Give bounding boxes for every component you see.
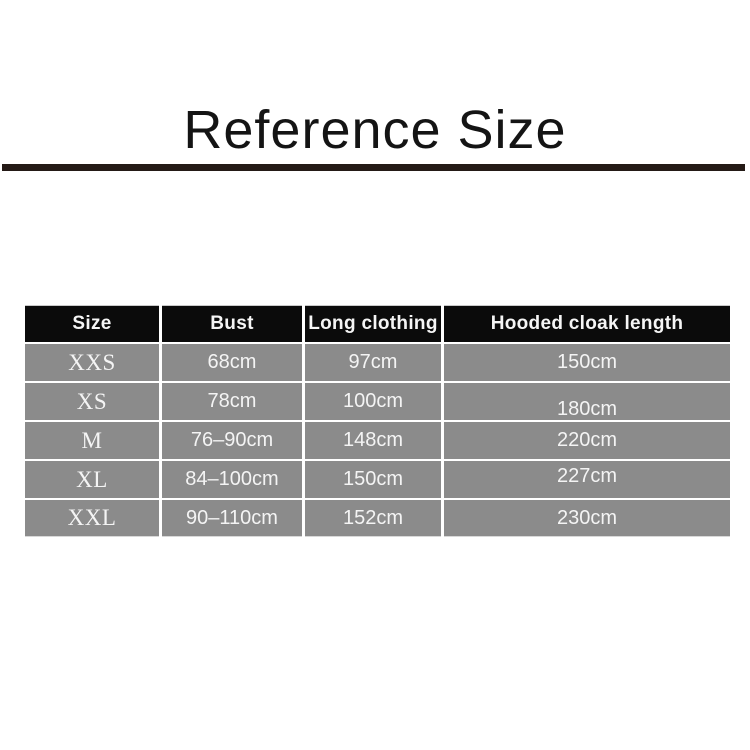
size-cell: XXS xyxy=(25,344,159,381)
table-row: XL 84–100cm 150cm 227cm xyxy=(25,461,730,498)
table-row: XS 78cm 100cm 180cm xyxy=(25,383,730,420)
table-row: M 76–90cm 148cm 220cm xyxy=(25,422,730,459)
size-cell: XXL xyxy=(25,500,159,537)
header-cell-hooded-cloak-length: Hooded cloak length xyxy=(444,305,730,342)
long-clothing-cell: 148cm xyxy=(305,422,441,459)
hooded-cloak-length-cell: 180cm xyxy=(444,383,730,420)
table-row: XXL 90–110cm 152cm 230cm xyxy=(25,500,730,537)
long-clothing-cell: 97cm xyxy=(305,344,441,381)
header-cell-bust: Bust xyxy=(162,305,302,342)
header-cell-size: Size xyxy=(25,305,159,342)
hooded-cloak-length-cell: 150cm xyxy=(444,344,730,381)
size-cell: M xyxy=(25,422,159,459)
size-table: Size Bust Long clothing Hooded cloak len… xyxy=(25,305,730,537)
bust-cell: 68cm xyxy=(162,344,302,381)
size-table-header-row: Size Bust Long clothing Hooded cloak len… xyxy=(25,305,730,342)
header-cell-long-clothing: Long clothing xyxy=(305,305,441,342)
page-title: Reference Size xyxy=(183,100,567,160)
bust-cell: 84–100cm xyxy=(162,461,302,498)
long-clothing-cell: 152cm xyxy=(305,500,441,537)
size-cell: XL xyxy=(25,461,159,498)
hooded-cloak-length-cell: 227cm xyxy=(444,461,730,498)
long-clothing-cell: 100cm xyxy=(305,383,441,420)
bust-cell: 78cm xyxy=(162,383,302,420)
hooded-cloak-length-cell: 230cm xyxy=(444,500,730,537)
size-table-body: XXS 68cm 97cm 150cm XS 78cm 100cm 180cm … xyxy=(25,344,730,537)
table-row: XXS 68cm 97cm 150cm xyxy=(25,344,730,381)
hooded-cloak-length-cell: 220cm xyxy=(444,422,730,459)
long-clothing-cell: 150cm xyxy=(305,461,441,498)
title-underline xyxy=(2,164,745,171)
size-cell: XS xyxy=(25,383,159,420)
bust-cell: 76–90cm xyxy=(162,422,302,459)
bust-cell: 90–110cm xyxy=(162,500,302,537)
